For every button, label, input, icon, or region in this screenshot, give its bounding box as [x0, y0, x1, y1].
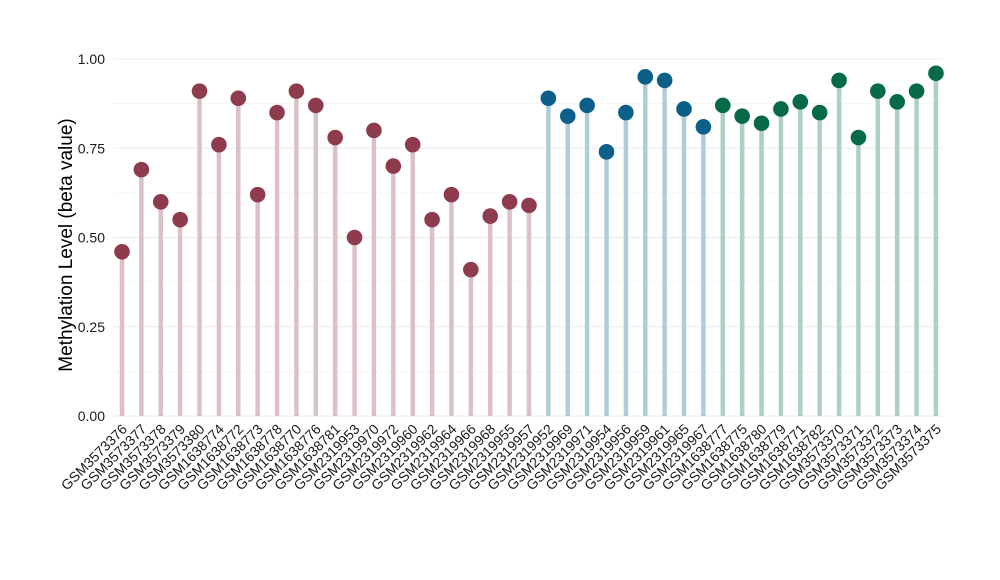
- points: [114, 65, 944, 278]
- lollipop-point: [501, 194, 518, 210]
- lollipop-point: [714, 97, 731, 114]
- lollipop-point: [559, 108, 576, 124]
- lollipop-point: [443, 186, 460, 203]
- lollipop-point: [637, 69, 654, 85]
- lollipop-point: [114, 243, 130, 260]
- lollipop-point: [889, 94, 905, 110]
- stems: [119, 73, 939, 416]
- lollipop-point: [346, 229, 363, 246]
- y-tick-label: 0.25: [78, 319, 105, 335]
- y-axis-label: Methylation Level (beta value): [56, 118, 77, 371]
- y-tick-label: 0.75: [78, 140, 105, 156]
- lollipop-point: [463, 261, 479, 278]
- lollipop-point: [230, 90, 247, 107]
- lollipop-point: [773, 101, 789, 117]
- lollipop-point: [579, 97, 595, 114]
- lollipop-point: [482, 208, 499, 224]
- y-tick-label: 0.50: [78, 230, 105, 246]
- lollipop-point: [618, 104, 634, 121]
- lollipop-point: [734, 108, 750, 124]
- lollipop-point: [308, 97, 324, 114]
- lollipop-point: [831, 72, 847, 89]
- lollipop-point: [288, 83, 305, 99]
- lollipop-point: [366, 122, 382, 139]
- lollipop-point: [870, 83, 886, 99]
- lollipop-point: [385, 158, 402, 174]
- lollipop-point: [249, 186, 266, 203]
- lollipop-point: [908, 83, 925, 99]
- lollipop-point: [211, 136, 227, 153]
- lollipop-point: [152, 194, 169, 210]
- x-axis-ticks: GSM3573376GSM3573377GSM3573378GSM3573379…: [58, 421, 945, 494]
- lollipop-point: [191, 83, 208, 99]
- lollipop-point: [269, 104, 285, 121]
- lollipop-point: [811, 104, 828, 121]
- lollipop-point: [695, 119, 712, 135]
- lollipop-point: [598, 144, 615, 160]
- lollipop-point: [850, 129, 867, 146]
- lollipop-point: [404, 136, 421, 153]
- lollipop-point: [172, 211, 188, 228]
- lollipop-point: [540, 90, 557, 107]
- lollipop-point: [424, 211, 440, 228]
- lollipop-point: [521, 197, 537, 214]
- y-axis-ticks: 0.00 0.25 0.50 0.75 1.00: [78, 51, 105, 424]
- lollipop-point: [928, 65, 944, 82]
- lollipop-point: [133, 161, 150, 178]
- lollipop-point: [676, 101, 692, 117]
- lollipop-point: [792, 94, 809, 110]
- y-tick-label: 0.00: [78, 408, 105, 424]
- lollipop-point: [656, 72, 673, 89]
- lollipop-point: [327, 129, 343, 146]
- y-tick-label: 1.00: [78, 51, 105, 67]
- lollipop-point: [753, 115, 770, 132]
